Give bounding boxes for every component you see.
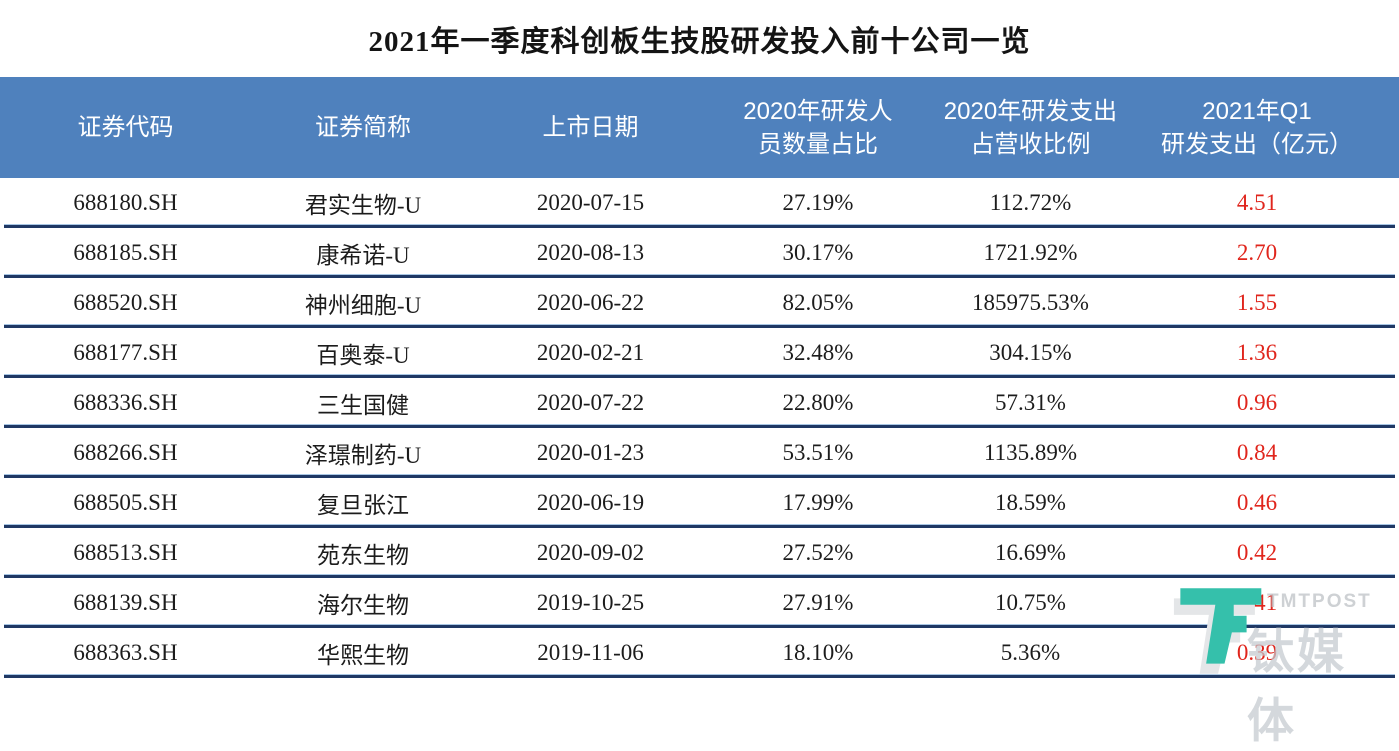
cell-rd-staff-ratio: 27.91% [782, 590, 854, 615]
cell-q1-rd-spend: 0.84 [1236, 440, 1278, 465]
cell-rd-expense-ratio: 16.69% [995, 540, 1066, 565]
column-header-listing-date: 上市日期 [483, 77, 698, 178]
cell-stock-code: 688180.SH [73, 190, 178, 215]
cell-stock-code: 688505.SH [73, 490, 178, 515]
column-header-q1-rd-spend: 2021年Q1 研发支出（亿元） [1123, 77, 1391, 178]
header-line: 证券简称 [315, 114, 411, 141]
cell-q1-rd-spend: 0.41 [1236, 590, 1278, 615]
cell-listing-date: 2020-02-21 [536, 340, 645, 365]
cell-stock-name: 苑东生物 [317, 543, 409, 568]
header-line: 研发支出（亿元） [1161, 130, 1353, 158]
cell-rd-staff-ratio: 27.52% [782, 540, 854, 565]
cell-rd-staff-ratio: 32.48% [782, 340, 854, 365]
table-row: 688266.SH 泽璟制药-U 2020-01-23 53.51% 1135.… [4, 428, 1395, 478]
cell-rd-expense-ratio: 18.59% [995, 490, 1066, 515]
title-band: 2021年一季度科创板生技股研发投入前十公司一览 [0, 0, 1399, 77]
table-row: 688139.SH 海尔生物 2019-10-25 27.91% 10.75% … [4, 578, 1395, 628]
cell-stock-name: 康希诺-U [316, 243, 410, 268]
cell-rd-staff-ratio: 18.10% [782, 640, 854, 665]
column-header-stock-code: 证券代码 [8, 77, 243, 178]
cell-stock-code: 688336.SH [73, 390, 178, 415]
cell-q1-rd-spend: 2.70 [1236, 240, 1278, 265]
cell-rd-expense-ratio: 185975.53% [972, 290, 1089, 315]
cell-stock-name: 神州细胞-U [304, 293, 422, 318]
cell-q1-rd-spend: 1.55 [1236, 290, 1278, 315]
cell-listing-date: 2020-07-22 [536, 390, 645, 415]
table-row: 688180.SH 君实生物-U 2020-07-15 27.19% 112.7… [4, 178, 1395, 228]
table-row: 688177.SH 百奥泰-U 2020-02-21 32.48% 304.15… [4, 328, 1395, 378]
table-row: 688513.SH 苑东生物 2020-09-02 27.52% 16.69% … [4, 528, 1395, 578]
cell-rd-staff-ratio: 22.80% [782, 390, 854, 415]
cell-listing-date: 2019-10-25 [536, 590, 645, 615]
cell-q1-rd-spend: 4.51 [1236, 190, 1278, 215]
header-line: 占营收比例 [970, 130, 1091, 158]
cell-listing-date: 2020-09-02 [536, 540, 645, 565]
column-header-stock-name: 证券简称 [243, 77, 483, 178]
cell-q1-rd-spend: 0.42 [1236, 540, 1278, 565]
cell-stock-code: 688513.SH [73, 540, 178, 565]
column-header-rd-staff-ratio: 2020年研发人 员数量占比 [698, 77, 938, 178]
cell-listing-date: 2019-11-06 [537, 640, 644, 665]
header-line: 2021年Q1 [1202, 97, 1312, 125]
header-line: 员数量占比 [758, 130, 878, 158]
cell-q1-rd-spend: 0.39 [1236, 640, 1278, 665]
header-line: 上市日期 [542, 114, 639, 141]
cell-stock-name: 君实生物-U [304, 193, 422, 218]
table-row: 688520.SH 神州细胞-U 2020-06-22 82.05% 18597… [4, 278, 1395, 328]
cell-rd-staff-ratio: 30.17% [782, 240, 854, 265]
cell-stock-code: 688177.SH [73, 340, 178, 365]
cell-stock-code: 688139.SH [73, 590, 178, 615]
cell-rd-expense-ratio: 304.15% [989, 340, 1072, 365]
cell-rd-expense-ratio: 10.75% [995, 590, 1066, 615]
cell-rd-staff-ratio: 17.99% [782, 490, 854, 515]
cell-rd-expense-ratio: 57.31% [995, 390, 1066, 415]
cell-stock-name: 三生国健 [317, 393, 409, 418]
table-row: 688363.SH 华熙生物 2019-11-06 18.10% 5.36% 0… [4, 628, 1395, 678]
table-row: 688185.SH 康希诺-U 2020-08-13 30.17% 1721.9… [4, 228, 1395, 278]
table-body: 688180.SH 君实生物-U 2020-07-15 27.19% 112.7… [0, 178, 1399, 678]
cell-rd-expense-ratio: 112.72% [989, 190, 1072, 215]
page-title: 2021年一季度科创板生技股研发投入前十公司一览 [368, 25, 1031, 58]
cell-q1-rd-spend: 0.46 [1236, 490, 1278, 515]
header-line: 2020年研发人 [743, 97, 893, 125]
cell-stock-code: 688520.SH [73, 290, 178, 315]
cell-rd-staff-ratio: 82.05% [782, 290, 854, 315]
cell-rd-staff-ratio: 27.19% [782, 190, 854, 215]
cell-stock-code: 688266.SH [73, 440, 178, 465]
cell-rd-expense-ratio: 1135.89% [983, 440, 1078, 465]
cell-stock-code: 688185.SH [73, 240, 178, 265]
table-header-row: 证券代码 证券简称 上市日期 2020年研发人 员数量占比 2020年研发支出 … [0, 77, 1399, 178]
cell-stock-name: 复旦张江 [317, 493, 409, 518]
cell-stock-name: 泽璟制药-U [304, 443, 422, 468]
cell-rd-expense-ratio: 1721.92% [983, 240, 1078, 265]
column-header-rd-expense-ratio: 2020年研发支出 占营收比例 [938, 77, 1123, 178]
cell-stock-name: 百奥泰-U [316, 343, 410, 368]
cell-listing-date: 2020-07-15 [536, 190, 645, 215]
table-row: 688505.SH 复旦张江 2020-06-19 17.99% 18.59% … [4, 478, 1395, 528]
header-line: 证券代码 [77, 114, 174, 141]
cell-stock-name: 海尔生物 [317, 593, 409, 618]
cell-rd-staff-ratio: 53.51% [782, 440, 854, 465]
cell-stock-name: 华熙生物 [317, 643, 409, 668]
cell-listing-date: 2020-06-19 [536, 490, 645, 515]
cell-listing-date: 2020-01-23 [536, 440, 645, 465]
cell-q1-rd-spend: 1.36 [1236, 340, 1278, 365]
cell-rd-expense-ratio: 5.36% [1000, 640, 1061, 665]
table-row: 688336.SH 三生国健 2020-07-22 22.80% 57.31% … [4, 378, 1395, 428]
cell-q1-rd-spend: 0.96 [1236, 390, 1278, 415]
header-line: 2020年研发支出 [943, 97, 1118, 125]
cell-listing-date: 2020-08-13 [536, 240, 645, 265]
cell-stock-code: 688363.SH [73, 640, 178, 665]
cell-listing-date: 2020-06-22 [536, 290, 645, 315]
